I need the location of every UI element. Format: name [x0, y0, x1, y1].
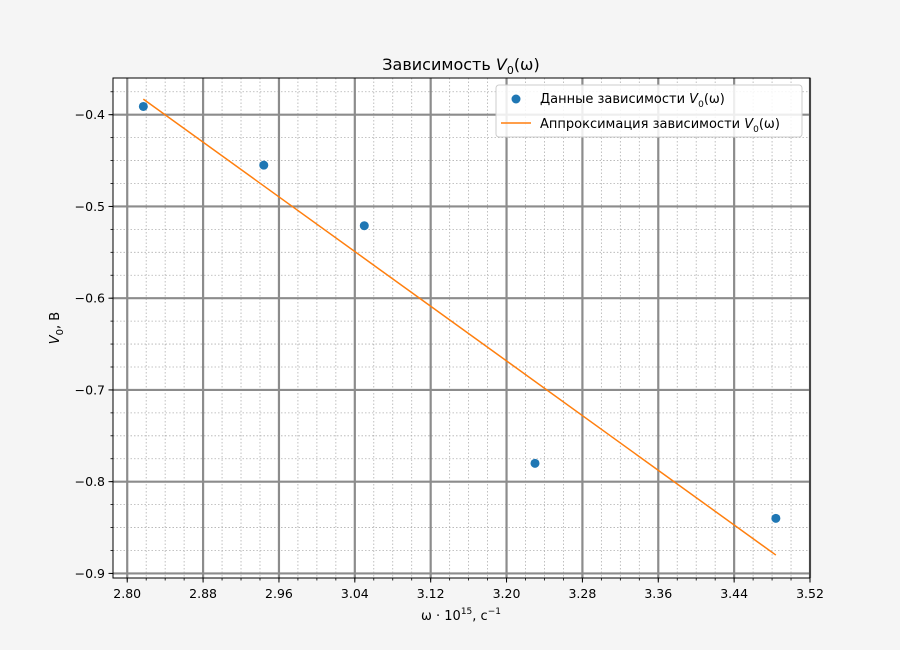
x-tick-label: 3.04 — [341, 586, 369, 601]
x-tick-label: 2.88 — [189, 586, 217, 601]
legend: Данные зависимости V0(ω) Аппроксимация з… — [495, 84, 803, 138]
y-tick-label: −0.4 — [75, 107, 105, 122]
x-tick-label: 3.52 — [796, 586, 824, 601]
data-point — [359, 221, 369, 231]
fit-line — [142, 98, 777, 556]
data-point — [259, 160, 269, 170]
y-axis-label: V0, В — [48, 312, 66, 344]
x-tick-label: 2.80 — [113, 586, 141, 601]
data-point — [138, 101, 148, 111]
x-tick-label: 2.96 — [265, 586, 293, 601]
legend-marker-data — [511, 94, 521, 104]
legend-label-fit: Аппроксимация зависимости V0(ω) — [540, 117, 780, 135]
x-axis-label: ω · 1015, c−1 — [421, 607, 501, 624]
legend-label-data: Данные зависимости V0(ω) — [540, 92, 725, 110]
y-tick-label: −0.5 — [75, 199, 105, 214]
data-point — [530, 458, 540, 468]
y-tick-label: −0.7 — [75, 382, 105, 397]
series-layer — [138, 98, 781, 556]
chart-title: Зависимость V0(ω) — [382, 55, 539, 77]
legend-box — [495, 84, 803, 138]
y-tick-label: −0.6 — [75, 291, 105, 306]
plot-frame — [112, 77, 811, 579]
data-point — [771, 513, 781, 523]
x-tick-label: 3.12 — [417, 586, 445, 601]
axis-ticks: 2.80 2.88 2.96 3.04 3.12 3.20 3.28 3.36 3.44 3.52… — [75, 91, 824, 601]
minor-grid — [113, 78, 811, 578]
x-tick-label: 3.36 — [644, 586, 672, 601]
y-tick-label: −0.9 — [75, 566, 105, 581]
major-grid — [113, 78, 812, 578]
x-tick-label: 3.20 — [493, 586, 521, 601]
x-tick-label: 3.28 — [568, 586, 596, 601]
y-tick-label: −0.8 — [75, 474, 105, 489]
x-tick-label: 3.44 — [720, 586, 748, 601]
